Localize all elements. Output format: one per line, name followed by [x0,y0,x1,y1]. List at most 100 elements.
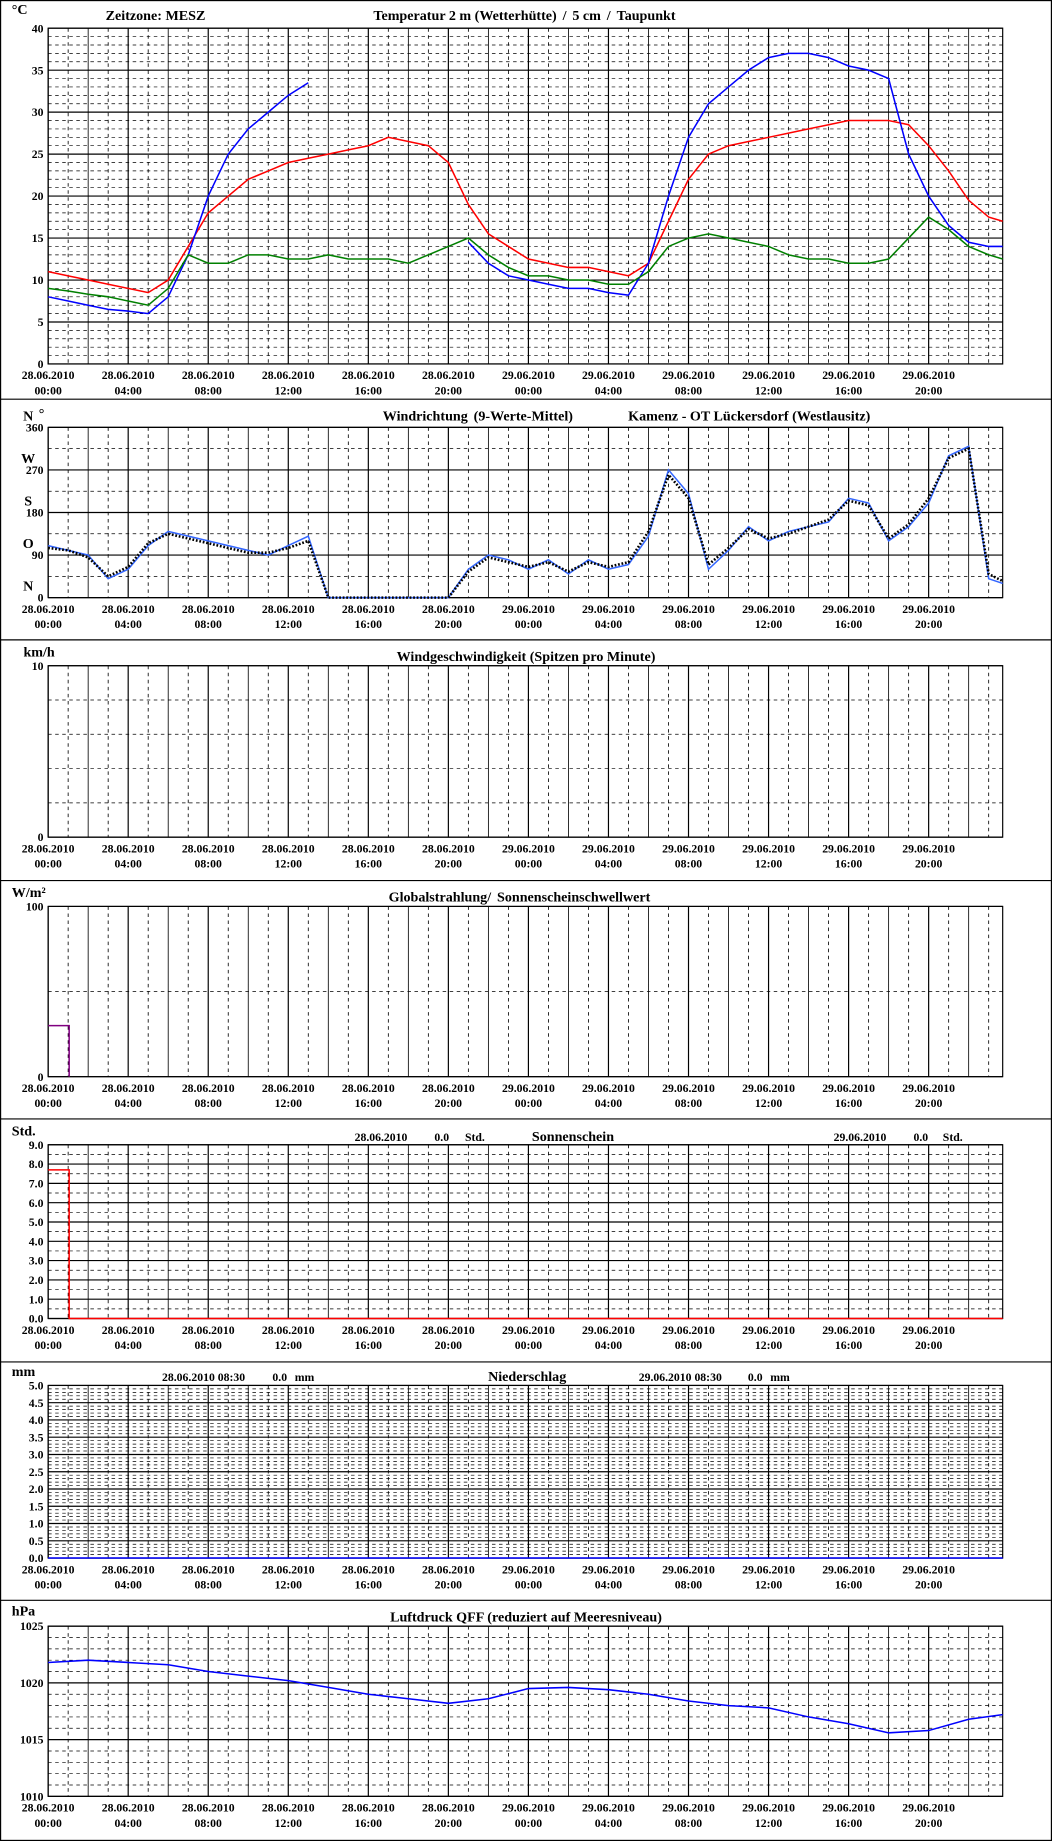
x-tick-label-line: 29.06.2010 [742,603,795,616]
x-tick-label-line: 29.06.2010 [902,603,955,616]
x-tick-label: 29.06.2010 20:00 [902,1563,955,1591]
x-tick-label-line: 29.06.2010 [662,1082,715,1095]
unit-label: °C [12,2,28,18]
x-tick-label: 28.06.2010 20:00 [422,369,475,397]
x-tick-label-line: 28.06.2010 [102,1324,155,1337]
x-tick-label: 28.06.2010 20:00 [422,1563,475,1591]
x-tick-label-line: 28.06.2010 [262,842,315,855]
x-tick-label: 28.06.2010 08:00 [182,1563,235,1591]
x-tick-label: 29.06.2010 00:00 [502,1324,555,1352]
y-tick-label: 270 [26,464,44,477]
title-part: Sonnenscheinschwellwert [497,890,651,906]
x-tick-label: 28.06.2010 00:00 [22,369,75,397]
x-tick-label-line: 08:00 [675,1579,703,1592]
y-tick-label: 3.0 [29,1255,44,1268]
x-tick-label-line: 29.06.2010 [822,1802,875,1815]
x-tick-label-line: 29.06.2010 [822,842,875,855]
x-tick-label-line: 28.06.2010 [102,1563,155,1576]
y-tick-label: 0.0 [29,1313,44,1326]
x-tick-label-line: 12:00 [755,385,783,398]
x-tick-label-line: 29.06.2010 [662,369,715,382]
x-tick-label: 29.06.2010 20:00 [902,1082,955,1110]
x-tick-label-line: 04:00 [114,1817,142,1830]
x-tick-label: 28.06.2010 00:00 [22,1802,75,1830]
x-tick-label-line: 16:00 [355,1339,383,1352]
x-tick-label-line: 29.06.2010 [662,1324,715,1337]
y-tick-label: 7.0 [29,1177,44,1190]
x-tick-label-line: 00:00 [515,1339,543,1352]
x-tick-label: 28.06.2010 08:00 [182,603,235,631]
x-tick-label-line: 12:00 [275,1817,303,1830]
y-tick-label: 9.0 [29,1139,44,1152]
x-tick-label-line: 08:00 [195,385,223,398]
y-tick-label: 8.0 [29,1158,44,1171]
x-tick-label: 29.06.2010 04:00 [582,1802,635,1830]
x-tick-label: 28.06.2010 16:00 [342,369,395,397]
x-tick-label-line: 28.06.2010 [262,1563,315,1576]
timezone: Zeitzone: MESZ [106,8,206,24]
x-tick-label-line: 29.06.2010 [502,1324,555,1337]
x-tick-label-line: 28.06.2010 [22,369,75,382]
x-tick-label: 29.06.2010 00:00 [502,1563,555,1591]
unit-label: ° [39,406,45,422]
x-tick-label-line: 08:00 [195,1579,223,1592]
y-tick-label: 4.0 [29,1235,44,1248]
x-tick-label: 28.06.2010 20:00 [422,1324,475,1352]
x-tick-label-line: 28.06.2010 [422,369,475,382]
x-tick-label-line: 28.06.2010 [182,603,235,616]
x-tick-label-line: 28.06.2010 [102,842,155,855]
x-tick-label-line: 04:00 [595,1579,623,1592]
compass-label: N [23,408,33,424]
x-tick-label-line: 12:00 [275,1579,303,1592]
x-tick-label: 29.06.2010 00:00 [502,1082,555,1110]
x-tick-label-line: 28.06.2010 [182,1324,235,1337]
y-tick-label: 10 [32,274,44,287]
x-tick-label: 29.06.2010 12:00 [742,842,795,870]
x-tick-label-line: 16:00 [835,1097,863,1110]
x-tick-label-line: 04:00 [114,1097,142,1110]
x-tick-label-line: 29.06.2010 [822,1563,875,1576]
x-tick-label-line: 29.06.2010 [582,1802,635,1815]
x-tick-label-line: 04:00 [595,1817,623,1830]
x-tick-label-line: 29.06.2010 [822,369,875,382]
total-value: 0.0 [434,1131,449,1144]
x-tick-label-line: 28.06.2010 [22,1324,75,1337]
x-tick-label-line: 16:00 [835,1339,863,1352]
x-tick-label-line: 29.06.2010 [582,603,635,616]
x-tick-label-line: 28.06.2010 [422,603,475,616]
plot-frame [47,1625,1004,1797]
y-tick-label: 4.5 [29,1397,44,1410]
x-tick-label-line: 28.06.2010 [422,842,475,855]
x-tick-label-line: 12:00 [755,1339,783,1352]
compass-label: N [23,579,33,595]
x-tick-label: 29.06.2010 20:00 [902,369,955,397]
series-line [47,445,1003,599]
x-tick-label-line: 16:00 [835,385,863,398]
y-tick-label: 35 [32,64,44,77]
x-tick-label: 29.06.2010 08:00 [662,1324,715,1352]
x-tick-label: 28.06.2010 12:00 [262,1802,315,1830]
x-tick-label: 28.06.2010 20:00 [422,1082,475,1110]
x-tick-label-line: 29.06.2010 [742,1563,795,1576]
x-tick-label-line: 12:00 [755,618,783,631]
y-tick-label: 100 [26,901,44,914]
y-tick-label: 0 [38,592,44,605]
x-tick-label-line: 00:00 [515,1817,543,1830]
x-tick-label-line: 28.06.2010 [262,1082,315,1095]
x-tick-label: 28.06.2010 16:00 [342,603,395,631]
x-tick-label-line: 16:00 [835,618,863,631]
series-line [48,216,1003,307]
x-tick-label-line: 20:00 [435,1097,463,1110]
y-tick-label: 0.0 [29,1552,44,1565]
x-tick-label-line: 29.06.2010 [502,603,555,616]
y-tick-label: 15 [32,232,44,245]
x-tick-label: 29.06.2010 08:00 [662,369,715,397]
x-tick-label-line: 29.06.2010 [502,1082,555,1095]
x-tick-label-line: 00:00 [515,385,543,398]
x-tick-label-line: 04:00 [595,1339,623,1352]
x-tick-label-line: 08:00 [195,1339,223,1352]
title-part: Globalstrahlung/ [389,890,493,906]
x-tick-label: 29.06.2010 16:00 [822,1082,875,1110]
y-tick-label: 5 [38,316,44,329]
